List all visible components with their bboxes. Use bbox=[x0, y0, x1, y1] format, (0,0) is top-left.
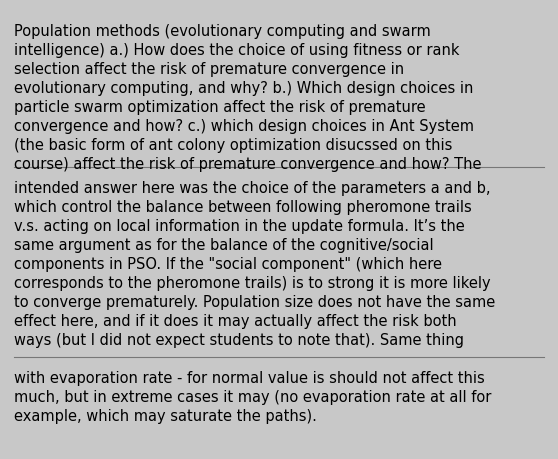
Text: intelligence) a.) How does the choice of using fitness or rank: intelligence) a.) How does the choice of… bbox=[14, 43, 459, 58]
Text: Population methods (evolutionary computing and swarm: Population methods (evolutionary computi… bbox=[14, 24, 431, 39]
Text: with evaporation rate - for normal value is should not affect this: with evaporation rate - for normal value… bbox=[14, 370, 485, 385]
Text: effect here, and if it does it may actually affect the risk both: effect here, and if it does it may actua… bbox=[14, 313, 456, 328]
Text: convergence and how? c.) which design choices in Ant System: convergence and how? c.) which design ch… bbox=[14, 119, 474, 134]
Text: which control the balance between following pheromone trails: which control the balance between follow… bbox=[14, 200, 472, 214]
Text: same argument as for the balance of the cognitive/social: same argument as for the balance of the … bbox=[14, 237, 434, 252]
Text: particle swarm optimization affect the risk of premature: particle swarm optimization affect the r… bbox=[14, 100, 426, 115]
Text: much, but in extreme cases it may (no evaporation rate at all for: much, but in extreme cases it may (no ev… bbox=[14, 389, 492, 404]
Text: ways (but I did not expect students to note that). Same thing: ways (but I did not expect students to n… bbox=[14, 332, 464, 347]
Text: evolutionary computing, and why? b.) Which design choices in: evolutionary computing, and why? b.) Whi… bbox=[14, 81, 473, 96]
Text: v.s. acting on local information in the update formula. It’s the: v.s. acting on local information in the … bbox=[14, 218, 465, 234]
Text: to converge prematurely. Population size does not have the same: to converge prematurely. Population size… bbox=[14, 294, 496, 309]
Text: (the basic form of ant colony optimization disucssed on this: (the basic form of ant colony optimizati… bbox=[14, 138, 453, 153]
Text: intended answer here was the choice of the parameters a and b,: intended answer here was the choice of t… bbox=[14, 180, 490, 196]
Text: corresponds to the pheromone trails) is to strong it is more likely: corresponds to the pheromone trails) is … bbox=[14, 275, 490, 291]
Text: course) affect the risk of premature convergence and how? The: course) affect the risk of premature con… bbox=[14, 157, 482, 172]
Text: components in PSO. If the "social component" (which here: components in PSO. If the "social compon… bbox=[14, 257, 442, 271]
Text: selection affect the risk of premature convergence in: selection affect the risk of premature c… bbox=[14, 62, 404, 77]
Text: example, which may saturate the paths).: example, which may saturate the paths). bbox=[14, 408, 317, 423]
